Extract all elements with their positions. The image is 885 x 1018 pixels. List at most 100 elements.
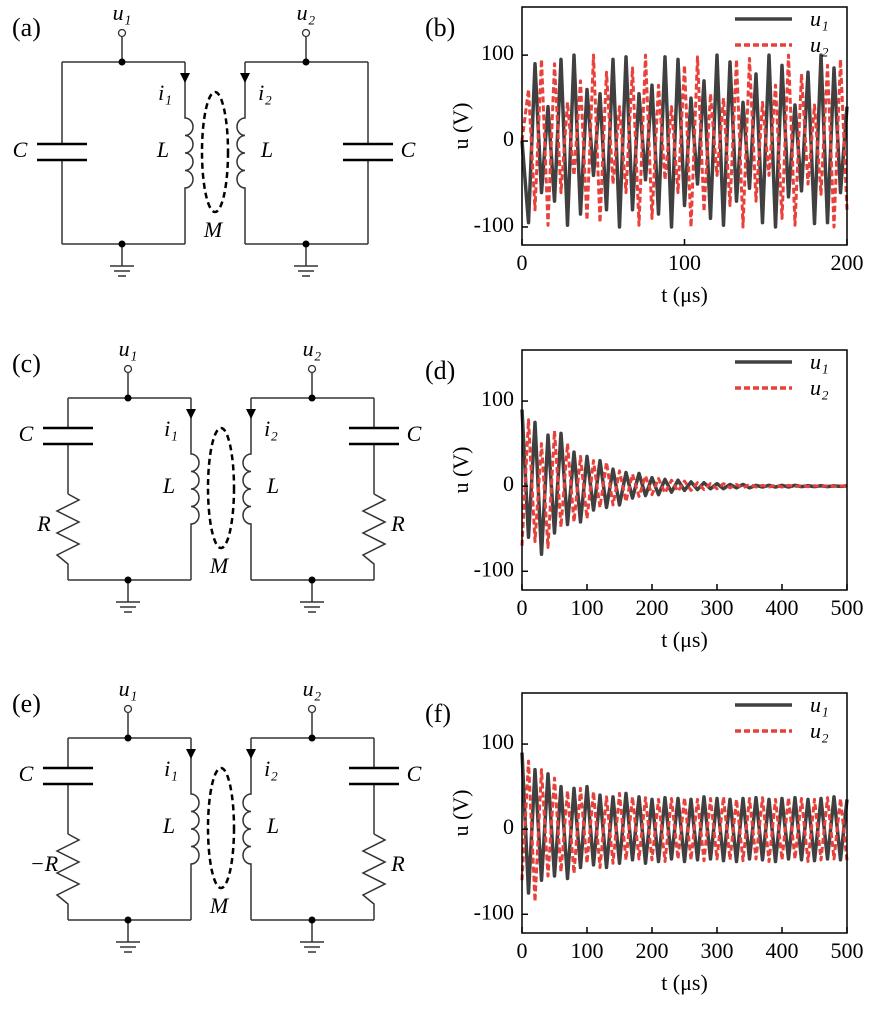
y-tick-label: 0 [503, 471, 514, 496]
terminal [307, 364, 317, 374]
inductor [236, 62, 246, 244]
x-tick-label: 300 [701, 595, 734, 620]
plot-frame [521, 692, 848, 934]
data-line [520, 752, 849, 895]
y-tick-label: -100 [474, 556, 514, 581]
inductor-label: L [266, 473, 279, 498]
current-arrow [246, 409, 256, 419]
y-axis-label: u (V) [448, 446, 473, 493]
ground [116, 601, 140, 613]
node [302, 58, 310, 66]
mutual-coupling [200, 90, 230, 214]
legend-label: u₁ [810, 692, 829, 717]
terminal [307, 704, 317, 714]
node [118, 240, 126, 248]
legend-label: u₁ [810, 349, 829, 374]
legend-label: u₂ [810, 718, 829, 743]
ground [110, 265, 134, 277]
y-tick-label: 100 [481, 40, 514, 65]
current-arrow [186, 749, 196, 759]
ground [300, 941, 324, 953]
y-axis-label: u (V) [448, 789, 473, 836]
data-line [520, 53, 849, 229]
mutual-label: M [209, 893, 230, 918]
y-tick-label: -100 [474, 212, 514, 237]
mutual-label: M [209, 553, 230, 578]
x-tick-label: 100 [668, 250, 701, 275]
inductor [242, 738, 252, 920]
resistor [361, 833, 387, 920]
data-line [520, 418, 848, 549]
current-label: i₁ [158, 80, 172, 105]
voltage-label: u₁ [113, 0, 132, 25]
node [124, 576, 132, 584]
x-axis-label: t (μs) [661, 970, 708, 995]
x-tick-label: 200 [636, 938, 669, 963]
node [118, 58, 126, 66]
plot-frame [521, 349, 848, 591]
ground [294, 265, 318, 277]
inductor-label: L [162, 473, 175, 498]
x-tick-label: 500 [831, 938, 864, 963]
x-tick-label: 200 [636, 595, 669, 620]
terminal [117, 28, 127, 38]
terminal [301, 28, 311, 38]
panel-label: (b) [425, 13, 455, 42]
mutual-coupling [206, 766, 236, 890]
legend-label: u₁ [810, 6, 829, 31]
y-tick-label: 0 [503, 814, 514, 839]
capacitor [43, 426, 93, 446]
x-tick-label: 0 [517, 250, 528, 275]
x-tick-label: 400 [766, 938, 799, 963]
x-tick-label: 500 [831, 595, 864, 620]
inductor-label: L [266, 813, 279, 838]
capacitor [37, 142, 87, 162]
voltage-label: u₂ [303, 676, 322, 701]
data-line [520, 409, 848, 557]
current-label: i₁ [164, 416, 178, 441]
x-axis-label: t (μs) [661, 627, 708, 652]
ground [116, 941, 140, 953]
capacitor [349, 426, 399, 446]
resistor [55, 833, 81, 920]
mutual-coupling [206, 426, 236, 550]
y-tick-label: -100 [474, 899, 514, 924]
y-tick-label: 100 [481, 729, 514, 754]
x-axis-label: t (μs) [661, 282, 708, 307]
legend-label: u₂ [810, 32, 829, 57]
capacitor [343, 142, 393, 162]
current-label: i₂ [264, 416, 278, 441]
voltage-label: u₁ [119, 336, 138, 361]
current-label: i₁ [164, 756, 178, 781]
current-arrow [240, 73, 250, 83]
mutual-label: M [203, 217, 224, 242]
x-tick-label: 100 [571, 595, 604, 620]
voltage-label: u₂ [303, 336, 322, 361]
node [308, 916, 316, 924]
resistor [55, 493, 81, 580]
current-arrow [180, 73, 190, 83]
capacitor-label: C [407, 761, 422, 786]
x-tick-label: 200 [831, 250, 864, 275]
voltage-label: u₁ [119, 676, 138, 701]
voltage-label: u₂ [297, 0, 316, 25]
y-axis-label: u (V) [448, 102, 473, 149]
current-label: i₂ [264, 756, 278, 781]
legend-label: u₂ [810, 375, 829, 400]
data-line [520, 759, 849, 904]
panel-label: (c) [12, 349, 41, 378]
inductor [190, 738, 200, 920]
capacitor-label: C [401, 137, 416, 162]
current-arrow [186, 409, 196, 419]
resistor-label: R [390, 851, 405, 876]
inductor-label: L [260, 137, 273, 162]
resistor-label: R [36, 511, 51, 536]
terminal [123, 364, 133, 374]
panel-label: (d) [425, 356, 455, 385]
resistor [361, 493, 387, 580]
panel-label: (e) [12, 689, 41, 718]
capacitor-label: C [407, 421, 422, 446]
inductor [190, 398, 200, 580]
resistor-label: −R [30, 851, 59, 876]
